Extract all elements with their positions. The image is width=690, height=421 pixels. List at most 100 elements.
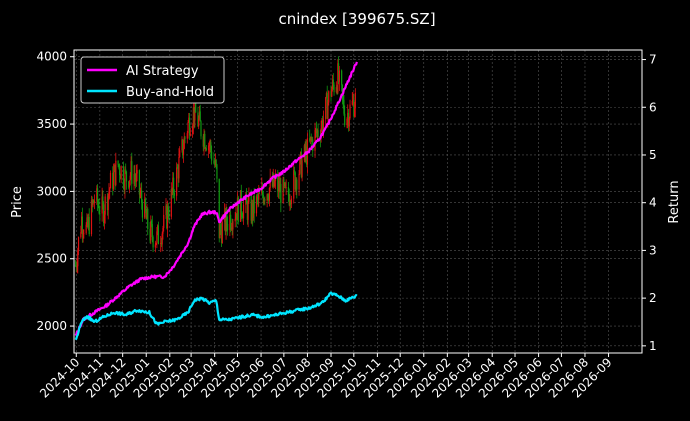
candle-body-67: [145, 211, 147, 219]
candle-body-206: [293, 170, 296, 173]
candle-body-173: [258, 192, 260, 200]
candle-body-63: [141, 190, 143, 203]
candle-body-78: [157, 225, 159, 232]
candle-body-54: [131, 161, 133, 184]
candle-body-172: [257, 196, 259, 200]
candle-body-39: [115, 160, 117, 185]
candle-body-174: [258, 192, 261, 194]
candle-body-245: [335, 87, 337, 93]
candle-body-122: [204, 133, 206, 149]
candle-body-69: [147, 209, 149, 229]
candle-body-129: [211, 151, 213, 161]
candle-body-113: [194, 97, 196, 121]
candle-body-105: [186, 133, 188, 139]
candle-body-115: [197, 112, 199, 127]
right-tick-label-5: 5: [649, 148, 657, 162]
left-tick-label-2000: 2000: [36, 319, 67, 333]
candle-body-165: [250, 195, 252, 221]
candle-body-10: [85, 224, 87, 234]
left-tick-label-4000: 4000: [36, 50, 67, 64]
candle-body-242: [331, 79, 334, 90]
candle-body-53: [130, 161, 132, 176]
candle-body-134: [216, 164, 218, 179]
candle-body-247: [337, 63, 339, 93]
candle-body-210: [298, 173, 300, 190]
candle-body-19: [93, 200, 96, 203]
candle-body-192: [278, 180, 280, 193]
candle-body-233: [322, 120, 324, 131]
candle-body-11: [86, 217, 88, 225]
candle-body-44: [120, 166, 122, 180]
candle-body-87: [166, 206, 169, 229]
candle-body-16: [91, 200, 93, 206]
candle-body-176: [261, 186, 264, 195]
candle-body-41: [118, 164, 120, 167]
candle-body-195: [282, 179, 284, 203]
candle-body-256: [347, 112, 349, 120]
candle-body-196: [283, 179, 285, 187]
candle-body-80: [160, 242, 162, 245]
candle-body-31: [107, 194, 109, 211]
candle-body-34: [109, 172, 112, 189]
legend-label-buy-and-hold: Buy-and-Hold: [126, 85, 214, 100]
candle-body-262: [353, 100, 355, 117]
candle-body-29: [104, 196, 106, 215]
candle-body-263: [353, 108, 356, 117]
plot-frame: [73, 49, 643, 354]
candle-body-218: [306, 146, 308, 165]
candle-body-36: [112, 171, 115, 189]
candle-body-139: [221, 221, 223, 244]
left-axis-label: Price: [10, 186, 25, 218]
candle-body-152: [236, 213, 238, 221]
candle-body-98: [178, 156, 180, 179]
right-tick-label-7: 7: [649, 53, 657, 67]
candle-body-246: [336, 87, 338, 93]
candle-body-151: [235, 213, 237, 219]
candle-body-211: [299, 156, 301, 174]
candle-body-239: [328, 91, 330, 103]
candle-body-250: [341, 70, 343, 85]
candle-body-248: [338, 63, 340, 82]
candle-body-116: [198, 118, 200, 127]
candle-body-59: [136, 170, 138, 174]
candle-body-56: [134, 173, 136, 178]
candle-body-49: [125, 171, 128, 182]
right-tick-label-1: 1: [649, 339, 657, 353]
candle-body-83: [162, 227, 164, 234]
candle-body-99: [179, 150, 181, 157]
candle-body-111: [192, 107, 194, 127]
candle-body-225: [314, 130, 316, 151]
candle-body-119: [200, 121, 202, 137]
candle-body-203: [290, 201, 292, 204]
candle-body-183: [268, 187, 271, 201]
candle-body-82: [161, 233, 163, 245]
right-tick-label-4: 4: [649, 196, 657, 210]
candle-body-157: [241, 213, 243, 218]
candle-body-12: [87, 217, 89, 228]
candle-body-186: [272, 173, 274, 187]
candle-body-68: [146, 209, 148, 219]
candle-body-85: [165, 205, 167, 215]
candle-body-135: [218, 178, 220, 239]
candle-body-153: [236, 197, 239, 221]
candle-body-94: [173, 192, 175, 196]
candle-body-50: [128, 181, 130, 188]
candle-body-194: [280, 183, 282, 203]
candle-body-232: [321, 120, 323, 129]
left-axis: 2000 2500 3000 3500 4000: [36, 50, 74, 333]
series-line-ai-strategy: [74, 61, 358, 337]
candle-body-193: [279, 183, 281, 193]
candle-body-240: [330, 91, 332, 97]
candle-body-241: [331, 89, 333, 97]
candle-body-216: [304, 145, 306, 156]
candle-body-199: [285, 187, 287, 188]
candle-body-145: [229, 214, 231, 231]
candle-body-120: [202, 136, 204, 147]
candle-body-35: [112, 172, 114, 189]
right-tick-label-3: 3: [649, 243, 657, 257]
candle-body-158: [242, 217, 244, 219]
legend-label-ai-strategy: AI Strategy: [126, 64, 199, 79]
candle-body-43: [119, 175, 121, 180]
grid: [74, 50, 642, 353]
